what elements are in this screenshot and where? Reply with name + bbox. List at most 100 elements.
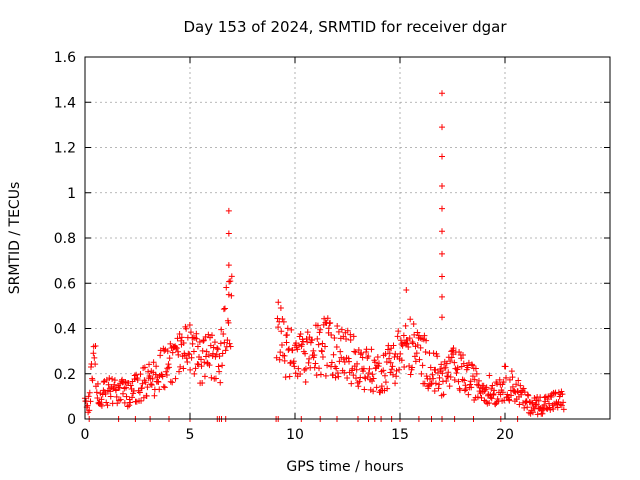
data-point <box>532 401 539 408</box>
data-point <box>218 326 225 333</box>
data-point <box>311 364 318 371</box>
data-point <box>200 337 207 344</box>
data-point <box>277 305 284 312</box>
data-point <box>443 360 450 367</box>
data-point <box>524 391 531 398</box>
data-point <box>456 349 463 356</box>
data-point <box>432 366 439 373</box>
data-point <box>146 361 153 368</box>
data-point <box>142 379 149 386</box>
data-point <box>405 344 412 351</box>
data-point <box>205 351 212 358</box>
data-point <box>332 374 339 381</box>
data-point <box>356 378 363 385</box>
data-point <box>85 393 92 400</box>
data-point <box>461 387 468 394</box>
data-point <box>164 348 171 355</box>
data-point <box>545 400 552 407</box>
data-point <box>472 365 479 372</box>
data-point <box>469 362 476 369</box>
data-point <box>351 348 358 355</box>
data-point <box>509 383 516 390</box>
data-point <box>333 344 340 351</box>
data-point <box>138 397 145 404</box>
x-tick-label: 0 <box>81 427 90 443</box>
data-point <box>184 359 191 366</box>
data-point <box>139 380 146 387</box>
data-point <box>327 319 334 326</box>
data-point <box>322 372 329 379</box>
data-point <box>228 273 235 280</box>
data-point <box>432 380 439 387</box>
data-point <box>221 305 228 312</box>
data-point <box>393 367 400 374</box>
data-point <box>443 378 450 385</box>
data-point <box>186 322 193 329</box>
data-point <box>176 330 183 337</box>
data-point <box>276 356 283 363</box>
data-point <box>324 315 331 322</box>
data-point <box>173 345 180 352</box>
data-point <box>318 348 325 355</box>
data-point <box>370 388 377 395</box>
data-point <box>202 353 209 360</box>
axis-ticks: 0 5 10 15 20 0 0.2 0.4 0.6 0.8 1 1.2 1.4 1.6 <box>54 50 610 443</box>
data-point <box>297 370 304 377</box>
data-point <box>201 359 208 366</box>
data-point <box>397 350 404 357</box>
data-point <box>372 359 379 366</box>
data-point <box>450 345 457 352</box>
data-point <box>453 369 460 376</box>
data-point <box>227 278 234 285</box>
data-point <box>111 377 118 384</box>
data-point <box>423 373 430 380</box>
data-point <box>436 374 443 381</box>
data-point <box>217 379 224 386</box>
data-point <box>499 389 506 396</box>
data-point <box>163 372 170 379</box>
data-point <box>501 397 508 404</box>
data-point <box>383 358 390 365</box>
data-point <box>129 394 136 401</box>
data-point <box>291 363 298 370</box>
data-point <box>120 390 127 397</box>
data-point <box>111 381 118 388</box>
data-point <box>315 341 322 348</box>
data-point <box>226 340 233 347</box>
data-point <box>280 318 287 325</box>
data-point <box>394 333 401 340</box>
data-point <box>374 354 381 361</box>
data-point <box>541 402 548 409</box>
data-point <box>396 366 403 373</box>
data-point <box>281 357 288 364</box>
data-point <box>539 410 546 417</box>
data-point <box>203 348 210 355</box>
data-point <box>127 399 134 406</box>
data-point <box>282 374 289 381</box>
data-point <box>375 360 382 367</box>
data-point <box>464 364 471 371</box>
data-point <box>153 363 160 370</box>
data-point <box>517 382 524 389</box>
data-point <box>439 314 445 321</box>
data-point <box>430 350 437 357</box>
data-point <box>344 375 351 382</box>
data-point <box>278 341 285 348</box>
data-point <box>219 350 226 357</box>
data-point <box>89 377 96 384</box>
data-point <box>221 339 228 346</box>
y-tick-label: 0.2 <box>54 367 76 383</box>
data-point <box>560 399 567 406</box>
data-point <box>317 326 324 333</box>
data-point <box>214 346 221 353</box>
data-point <box>440 391 447 398</box>
data-point <box>223 284 230 291</box>
data-point <box>488 395 495 402</box>
data-point <box>294 346 301 353</box>
data-point <box>284 325 291 332</box>
y-tick-label: 1 <box>67 186 76 202</box>
data-point <box>434 353 441 360</box>
data-point <box>148 382 155 389</box>
data-point <box>191 370 198 377</box>
x-tick-label: 20 <box>496 427 514 443</box>
